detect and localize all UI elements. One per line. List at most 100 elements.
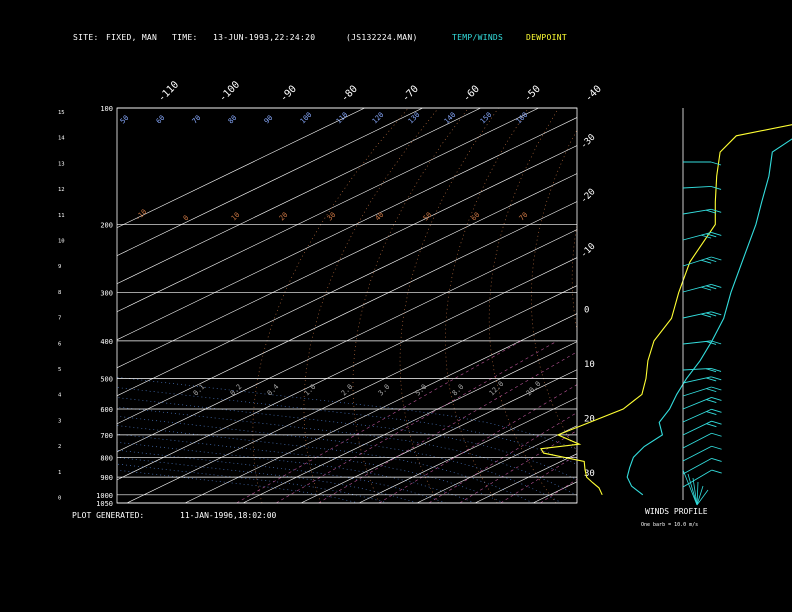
upper-label: 120	[371, 111, 386, 126]
site-value: FIXED, MAN	[106, 33, 158, 42]
wind-barb	[682, 458, 712, 475]
isotherm-line	[117, 201, 577, 425]
dry-adiabat	[352, 108, 469, 503]
wind-barb-flag	[711, 432, 722, 437]
dry-adiabat-label: 60	[470, 211, 482, 223]
wind-barb-flag	[706, 258, 717, 263]
isotherm-line	[416, 425, 577, 503]
wind-barb	[682, 397, 712, 410]
upper-label: 110	[335, 111, 350, 126]
wind-barb	[682, 408, 712, 423]
wind-barb	[692, 477, 698, 506]
km-tick-label: 15	[58, 110, 65, 116]
upper-label: 140	[443, 111, 458, 126]
isotherm-line	[765, 108, 792, 503]
top-temp-label: -70	[400, 84, 421, 105]
mixing-ratio-label: 8.0	[451, 383, 466, 398]
km-tick-label: 9	[58, 264, 61, 270]
isotherm-line	[707, 108, 792, 503]
dry-adiabat-label: -10	[134, 208, 149, 223]
plot-generated-value: 11-JAN-1996,18:02:00	[180, 511, 277, 520]
km-tick-label: 3	[58, 418, 61, 424]
isotherm-line	[117, 108, 365, 228]
top-temp-label: -40	[583, 84, 604, 105]
pressure-label: 300	[100, 290, 113, 298]
wind-barb-flag	[710, 161, 722, 166]
wind-barb	[696, 489, 709, 506]
wind-barb-flag	[711, 256, 722, 261]
mixing-ratio-line	[540, 479, 577, 503]
moist-adiabat	[117, 469, 360, 503]
upper-label: 100	[299, 111, 314, 126]
wind-barb-flag	[701, 259, 712, 264]
dry-adiabat-label: 30	[326, 211, 338, 223]
winds-profile-note: One barb = 10.0 m/s	[641, 522, 699, 528]
dry-adiabat	[571, 222, 577, 332]
top-temp-label: -50	[522, 84, 543, 105]
wind-barb-flag	[711, 445, 722, 450]
wind-barb-flag	[711, 386, 722, 391]
dewpoint-legend: DEWPOINT	[526, 33, 567, 42]
winds-profile-panel	[682, 108, 722, 506]
wind-barb	[682, 386, 712, 397]
pressure-label: 600	[100, 406, 113, 414]
wind-barb-flag	[711, 457, 722, 462]
dry-adiabat	[303, 108, 439, 503]
wind-barb-flag	[711, 469, 722, 474]
wind-barb	[682, 445, 712, 462]
mixing-ratio-line	[378, 384, 577, 503]
background-grid	[116, 107, 792, 504]
upper-label: 60	[155, 114, 167, 126]
wind-barb-flag	[706, 399, 717, 403]
moist-adiabat	[117, 406, 577, 496]
mixing-ratio-label: 0.2	[229, 383, 244, 398]
site-label: SITE:	[73, 33, 99, 42]
mixing-ratio-label: 5.0	[414, 383, 429, 398]
wind-barb-flag	[706, 377, 717, 382]
mixing-ratio-label: 0.1	[192, 383, 207, 398]
upper-label: 160	[515, 111, 530, 126]
km-tick-label: 12	[58, 187, 65, 193]
wind-barb-flag	[711, 231, 722, 236]
time-value: 13-JUN-1993,22:24:20	[213, 33, 316, 42]
dry-adiabat-label: 50	[422, 211, 434, 223]
dry-adiabat	[723, 108, 792, 503]
isotherm-line	[117, 117, 577, 341]
isotherm-line	[117, 229, 577, 453]
km-tick-label: 11	[58, 213, 65, 219]
wind-barb-flag	[705, 209, 717, 214]
pressure-label: 900	[100, 474, 113, 482]
isotherm-line	[117, 145, 577, 369]
isotherm-line	[358, 397, 577, 503]
pressure-label: 700	[100, 432, 113, 440]
isotherm-line	[474, 453, 577, 503]
km-tick-label: 0	[58, 496, 61, 502]
wind-barb-flag	[711, 283, 722, 288]
wind-barb	[687, 473, 698, 506]
km-tick-label: 4	[58, 393, 62, 399]
right-temp-label: 10	[584, 360, 595, 370]
wind-barb-flag	[711, 420, 722, 425]
dry-adiabat	[252, 108, 409, 503]
isotherm-line	[117, 108, 423, 257]
mixing-ratio-label: 12.0	[488, 380, 506, 398]
dry-adiabat	[445, 108, 529, 503]
pressure-label: 500	[100, 375, 113, 383]
km-tick-label: 5	[58, 367, 61, 373]
temp-winds-legend: TEMP/WINDS	[452, 33, 504, 42]
time-label: TIME:	[172, 33, 198, 42]
dry-adiabat	[488, 108, 559, 503]
upper-label: 50	[119, 114, 131, 126]
dry-adiabat	[612, 108, 733, 503]
wind-barb-flag	[711, 376, 722, 381]
isotherm-line	[117, 173, 577, 397]
wind-barb-flag	[700, 313, 712, 318]
wind-barb-flag	[706, 285, 717, 290]
dry-adiabat-label: 70	[518, 211, 530, 223]
upper-label: 80	[227, 114, 239, 126]
right-temp-label: -30	[579, 133, 598, 152]
right-temp-label: -10	[579, 242, 598, 261]
mixing-ratio-line	[623, 341, 792, 503]
mixing-ratio-line	[236, 340, 522, 503]
dry-adiabat	[399, 108, 499, 503]
